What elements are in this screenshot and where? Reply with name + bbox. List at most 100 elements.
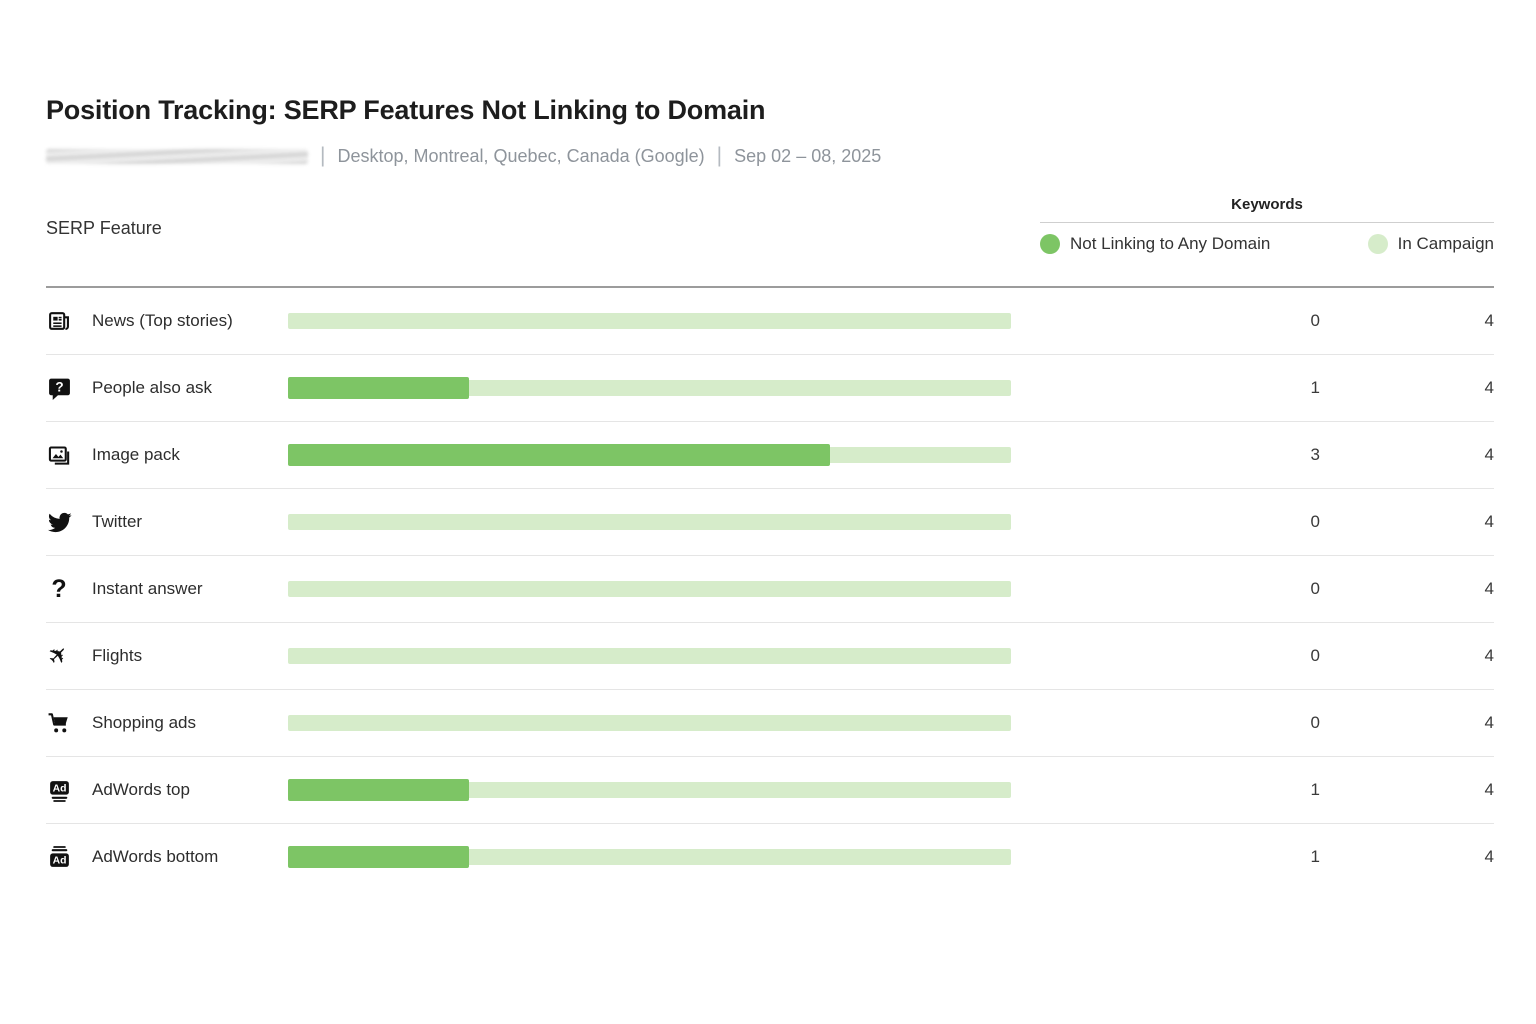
not-linking-count: 1 bbox=[1310, 847, 1320, 866]
legend-label: Not Linking to Any Domain bbox=[1070, 234, 1271, 253]
feature-icon-slot: Ad bbox=[46, 844, 72, 870]
feature-cell: Twitter bbox=[46, 509, 288, 535]
in-campaign-count: 4 bbox=[1484, 378, 1494, 397]
feature-cell: Image pack bbox=[46, 442, 288, 468]
in-campaign-count: 4 bbox=[1484, 847, 1494, 866]
feature-cell: Ad AdWords bottom bbox=[46, 844, 288, 870]
feature-label: Image pack bbox=[92, 445, 180, 464]
adwords-bottom-icon: Ad bbox=[49, 845, 69, 867]
svg-text:?: ? bbox=[55, 379, 63, 394]
header-divider bbox=[46, 286, 1494, 288]
in-campaign-count: 4 bbox=[1484, 780, 1494, 799]
redacted-domain bbox=[46, 148, 308, 164]
in-campaign-bar bbox=[288, 380, 1011, 396]
in-campaign-bar bbox=[288, 715, 1011, 731]
serp-feature-row: ? People also ask 1 4 bbox=[46, 355, 1494, 422]
keywords-bar bbox=[288, 310, 1011, 332]
adwords-top-icon: Ad bbox=[49, 780, 69, 802]
serp-feature-row: ? Instant answer 0 4 bbox=[46, 556, 1494, 623]
in-campaign-count: 4 bbox=[1484, 713, 1494, 732]
feature-cell: ? People also ask bbox=[46, 375, 288, 401]
feature-icon-slot: Ad bbox=[46, 777, 72, 803]
question-mark-icon: ? bbox=[51, 574, 67, 603]
not-linking-count: 1 bbox=[1310, 378, 1320, 397]
report-container: Position Tracking: SERP Features Not Lin… bbox=[41, 0, 1494, 890]
feature-icon-slot bbox=[46, 509, 72, 535]
in-campaign-legend-dot bbox=[1367, 234, 1388, 254]
keywords-group-header: Keywords bbox=[1040, 196, 1494, 223]
feature-icon-slot: ? bbox=[46, 576, 72, 602]
image-pack-icon bbox=[48, 445, 69, 465]
feature-label: AdWords bottom bbox=[92, 847, 219, 866]
not-linking-bar bbox=[288, 779, 469, 801]
page-title: Position Tracking: SERP Features Not Lin… bbox=[46, 95, 766, 125]
in-campaign-bar bbox=[288, 581, 1011, 597]
serp-feature-row: Ad AdWords bottom 1 4 bbox=[46, 824, 1494, 890]
feature-label: Shopping ads bbox=[92, 713, 196, 732]
in-campaign-bar bbox=[288, 782, 1011, 798]
not-linking-count: 0 bbox=[1310, 713, 1320, 732]
legend-label: In Campaign bbox=[1397, 234, 1494, 253]
subtitle-separator: | bbox=[716, 144, 723, 167]
not-linking-bar bbox=[288, 846, 469, 868]
shopping-cart-icon bbox=[48, 712, 68, 732]
feature-cell: ? Instant answer bbox=[46, 576, 288, 602]
feature-label: News (Top stories) bbox=[92, 311, 233, 330]
in-campaign-count: 4 bbox=[1484, 646, 1494, 665]
feature-cell: Shopping ads bbox=[46, 710, 288, 736]
not-linking-count: 0 bbox=[1310, 512, 1320, 531]
feature-icon-slot bbox=[46, 442, 72, 468]
not-linking-bar bbox=[288, 377, 469, 399]
news-icon bbox=[48, 311, 69, 330]
in-campaign-bar bbox=[288, 313, 1011, 329]
feature-label: Twitter bbox=[92, 512, 143, 531]
subtitle-separator: | bbox=[320, 144, 326, 167]
serp-feature-row: News (Top stories) 0 4 bbox=[46, 288, 1494, 355]
feature-icon-slot bbox=[46, 710, 72, 736]
legend-item-in-campaign: In Campaign bbox=[1367, 234, 1494, 254]
keywords-bar bbox=[288, 444, 1011, 466]
serp-feature-row: ✈ Flights 0 4 bbox=[41, 623, 1494, 690]
flights-icon: ✈ bbox=[41, 638, 76, 673]
not-linking-count: 0 bbox=[1310, 311, 1320, 330]
serp-feature-row: Twitter 0 4 bbox=[46, 489, 1494, 556]
not-linking-count: 0 bbox=[1310, 646, 1320, 665]
keywords-bar bbox=[288, 377, 1011, 399]
campaign-settings-text: Desktop, Montreal, Quebec, Canada (Googl… bbox=[337, 145, 705, 166]
feature-icon-slot: ? bbox=[46, 375, 72, 401]
keywords-bar bbox=[288, 645, 1011, 667]
feature-label: People also ask bbox=[92, 378, 213, 397]
not-linking-bar bbox=[288, 444, 831, 466]
feature-label: Instant answer bbox=[92, 579, 203, 598]
keywords-bar bbox=[288, 712, 1011, 734]
not-linking-legend-dot bbox=[1040, 234, 1060, 254]
question-bubble-icon: ? bbox=[48, 378, 70, 400]
feature-cell: ✈ Flights bbox=[41, 638, 288, 673]
in-campaign-count: 4 bbox=[1484, 579, 1494, 598]
legend-item-not-linking: Not Linking to Any Domain bbox=[1040, 234, 1270, 254]
serp-feature-row: Ad AdWords top 1 4 bbox=[46, 757, 1494, 824]
in-campaign-bar bbox=[288, 514, 1011, 530]
keywords-header-block: Keywords Not Linking to Any Domain In Ca… bbox=[1040, 196, 1494, 254]
serp-feature-row: Image pack 3 4 bbox=[46, 422, 1494, 489]
report-subtitle: | Desktop, Montreal, Quebec, Canada (Goo… bbox=[46, 144, 1494, 168]
keywords-bar bbox=[288, 779, 1011, 801]
feature-label: AdWords top bbox=[92, 780, 190, 799]
date-range-text: Sep 02 – 08, 2025 bbox=[734, 145, 882, 166]
feature-cell: Ad AdWords top bbox=[46, 777, 288, 803]
keywords-bar bbox=[288, 846, 1011, 868]
not-linking-count: 3 bbox=[1310, 445, 1320, 464]
feature-icon-slot: ✈ bbox=[41, 638, 76, 673]
twitter-icon bbox=[47, 512, 72, 532]
feature-icon-slot bbox=[46, 308, 72, 334]
keywords-bar bbox=[288, 578, 1011, 600]
in-campaign-count: 4 bbox=[1484, 512, 1494, 531]
in-campaign-count: 4 bbox=[1484, 311, 1494, 330]
in-campaign-bar bbox=[288, 849, 1011, 865]
in-campaign-bar bbox=[288, 648, 1011, 664]
keywords-bar bbox=[288, 511, 1011, 533]
table-header: SERP Feature Keywords Not Linking to Any… bbox=[46, 196, 1494, 272]
not-linking-count: 1 bbox=[1310, 780, 1320, 799]
svg-text:Ad: Ad bbox=[52, 783, 66, 794]
feature-label: Flights bbox=[92, 646, 143, 665]
